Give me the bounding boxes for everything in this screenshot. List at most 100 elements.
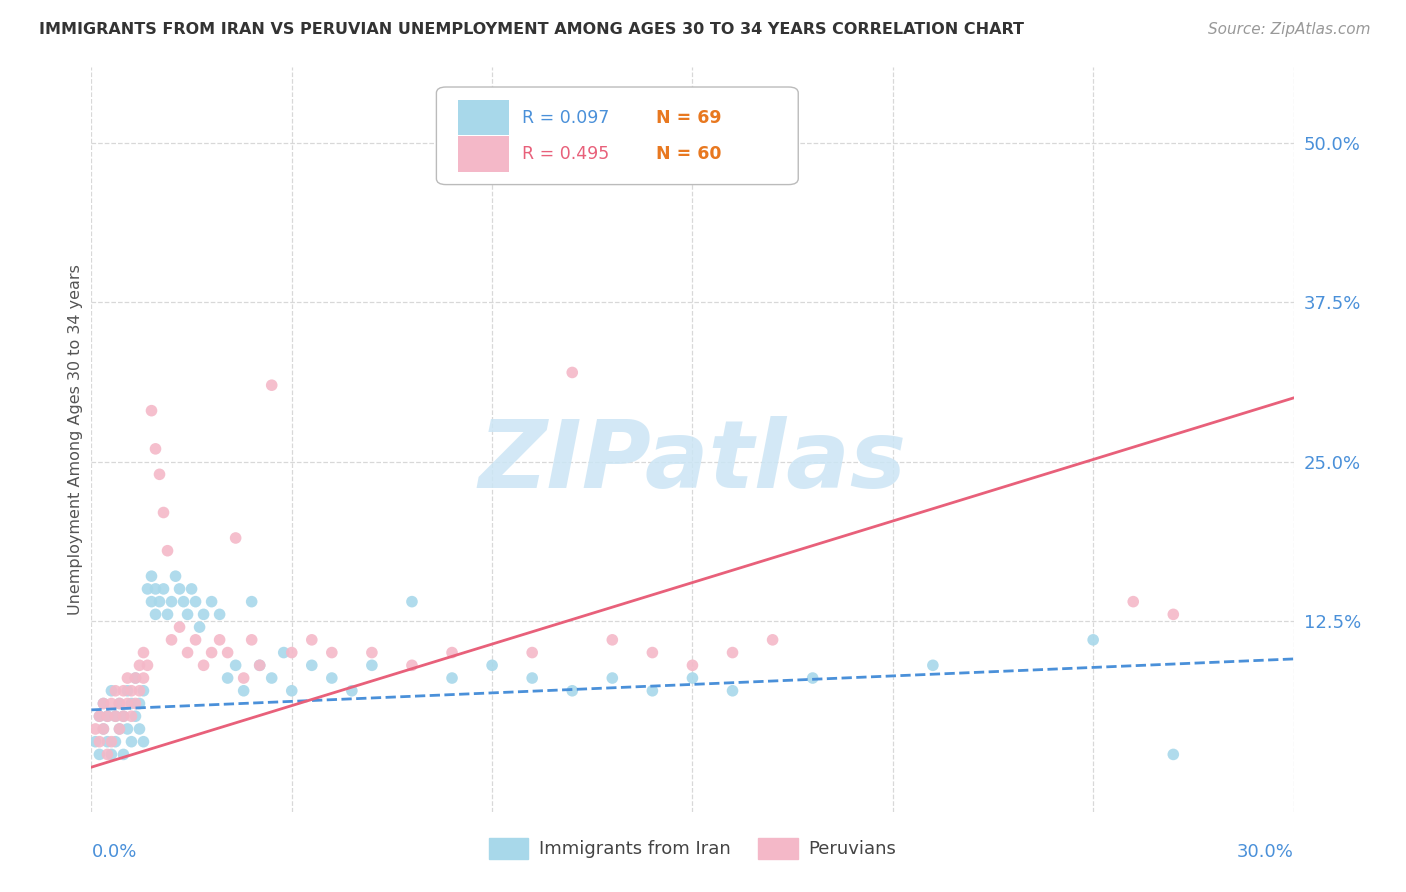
Point bbox=[89, 709, 111, 723]
Point bbox=[249, 658, 271, 673]
Point bbox=[173, 594, 195, 608]
Point bbox=[141, 569, 163, 583]
Point bbox=[117, 683, 139, 698]
Point bbox=[208, 632, 231, 647]
Text: R = 0.097: R = 0.097 bbox=[522, 109, 609, 127]
Point bbox=[201, 646, 224, 660]
Point bbox=[96, 709, 118, 723]
FancyBboxPatch shape bbox=[436, 87, 799, 185]
Point bbox=[225, 531, 247, 545]
Point bbox=[136, 582, 159, 596]
Point bbox=[104, 709, 127, 723]
Text: IMMIGRANTS FROM IRAN VS PERUVIAN UNEMPLOYMENT AMONG AGES 30 TO 34 YEARS CORRELAT: IMMIGRANTS FROM IRAN VS PERUVIAN UNEMPLO… bbox=[39, 22, 1025, 37]
Point bbox=[124, 671, 146, 685]
Point bbox=[281, 683, 304, 698]
Point bbox=[100, 734, 122, 748]
Text: 30.0%: 30.0% bbox=[1237, 843, 1294, 861]
Point bbox=[561, 683, 583, 698]
Point bbox=[132, 646, 155, 660]
Text: 0.0%: 0.0% bbox=[91, 843, 136, 861]
Point bbox=[217, 646, 239, 660]
Point bbox=[273, 646, 295, 660]
Legend: Immigrants from Iran, Peruvians: Immigrants from Iran, Peruvians bbox=[481, 830, 904, 866]
Point bbox=[641, 683, 664, 698]
Point bbox=[145, 442, 167, 456]
Point bbox=[721, 683, 744, 698]
Point bbox=[132, 671, 155, 685]
Point bbox=[156, 607, 179, 622]
FancyBboxPatch shape bbox=[458, 136, 509, 172]
Point bbox=[156, 543, 179, 558]
Point bbox=[184, 594, 207, 608]
Point bbox=[132, 734, 155, 748]
Point bbox=[100, 747, 122, 762]
Point bbox=[108, 722, 131, 736]
Point bbox=[148, 594, 170, 608]
Point bbox=[152, 582, 174, 596]
Point bbox=[201, 594, 224, 608]
Point bbox=[440, 671, 463, 685]
Point bbox=[100, 683, 122, 698]
Text: N = 69: N = 69 bbox=[657, 109, 721, 127]
Point bbox=[481, 658, 503, 673]
Point bbox=[93, 697, 115, 711]
FancyBboxPatch shape bbox=[458, 100, 509, 136]
Point bbox=[360, 646, 382, 660]
Point bbox=[112, 683, 135, 698]
Point bbox=[249, 658, 271, 673]
Text: N = 60: N = 60 bbox=[657, 145, 721, 163]
Point bbox=[1083, 632, 1105, 647]
Point bbox=[89, 709, 111, 723]
Point bbox=[681, 658, 703, 673]
Point bbox=[193, 658, 215, 673]
Point bbox=[602, 671, 624, 685]
Point bbox=[217, 671, 239, 685]
Point bbox=[169, 582, 191, 596]
Point bbox=[112, 709, 135, 723]
Point bbox=[89, 734, 111, 748]
Point bbox=[93, 722, 115, 736]
Point bbox=[117, 671, 139, 685]
Point bbox=[225, 658, 247, 673]
Point bbox=[112, 747, 135, 762]
Point bbox=[121, 734, 143, 748]
Point bbox=[180, 582, 202, 596]
Point bbox=[208, 607, 231, 622]
Point bbox=[301, 658, 323, 673]
Point bbox=[922, 658, 945, 673]
Point bbox=[232, 683, 254, 698]
Point bbox=[117, 722, 139, 736]
Point bbox=[84, 734, 107, 748]
Point bbox=[340, 683, 363, 698]
Text: R = 0.495: R = 0.495 bbox=[522, 145, 609, 163]
Point bbox=[145, 607, 167, 622]
Point bbox=[169, 620, 191, 634]
Point bbox=[128, 722, 150, 736]
Point bbox=[96, 734, 118, 748]
Point bbox=[89, 747, 111, 762]
Point bbox=[561, 366, 583, 380]
Point bbox=[801, 671, 824, 685]
Point bbox=[321, 646, 343, 660]
Point bbox=[124, 671, 146, 685]
Point bbox=[104, 709, 127, 723]
Point bbox=[121, 709, 143, 723]
Point bbox=[104, 734, 127, 748]
Point bbox=[193, 607, 215, 622]
Point bbox=[132, 683, 155, 698]
Point bbox=[176, 607, 198, 622]
Point bbox=[160, 594, 183, 608]
Point bbox=[1163, 747, 1185, 762]
Point bbox=[481, 161, 503, 176]
Point bbox=[112, 709, 135, 723]
Point bbox=[522, 671, 544, 685]
Point bbox=[602, 632, 624, 647]
Text: Source: ZipAtlas.com: Source: ZipAtlas.com bbox=[1208, 22, 1371, 37]
Point bbox=[96, 747, 118, 762]
Point bbox=[93, 722, 115, 736]
Point bbox=[641, 646, 664, 660]
Point bbox=[360, 658, 382, 673]
Point bbox=[96, 709, 118, 723]
Point bbox=[260, 378, 283, 392]
Point bbox=[145, 582, 167, 596]
